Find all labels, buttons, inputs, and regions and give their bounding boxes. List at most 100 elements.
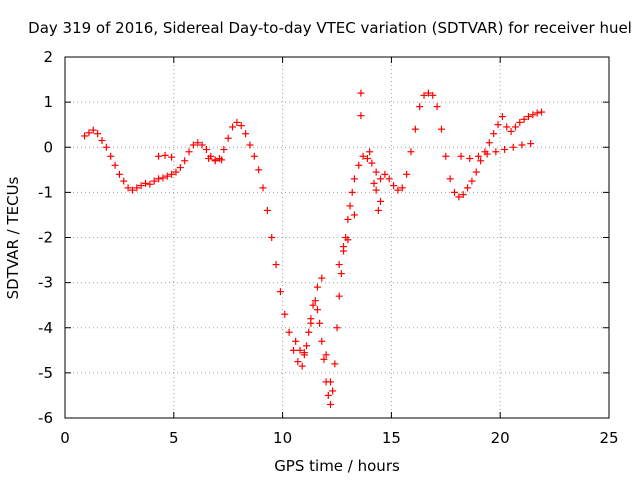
- data-point: [442, 152, 450, 160]
- data-point: [224, 134, 232, 142]
- data-point: [168, 153, 176, 161]
- data-point: [483, 150, 491, 158]
- data-point: [359, 152, 367, 160]
- data-point: [150, 177, 158, 185]
- data-point: [507, 127, 515, 135]
- data-point: [518, 141, 526, 149]
- data-point: [115, 170, 123, 178]
- data-point: [176, 164, 184, 172]
- data-point: [490, 130, 498, 138]
- data-point: [285, 328, 293, 336]
- data-point: [137, 182, 145, 190]
- chart-title: Day 319 of 2016, Sidereal Day-to-day VTE…: [28, 19, 632, 37]
- data-point: [527, 140, 535, 148]
- data-point: [181, 157, 189, 165]
- x-axis-label: GPS time / hours: [274, 457, 400, 475]
- data-point: [163, 172, 171, 180]
- data-point: [403, 170, 411, 178]
- x-tick-label: 15: [382, 429, 401, 447]
- y-tick-label: -4: [38, 319, 53, 337]
- data-point: [324, 391, 332, 399]
- data-point: [538, 108, 546, 116]
- data-point: [524, 113, 532, 121]
- y-tick-labels: 2 1 0 -1 -2 -3 -4 -5 -6: [38, 48, 53, 427]
- data-point: [81, 132, 89, 140]
- data-point: [429, 91, 437, 99]
- data-point: [111, 161, 119, 169]
- data-point: [198, 141, 206, 149]
- data-point: [155, 152, 163, 160]
- data-point: [242, 130, 250, 138]
- data-point: [202, 146, 210, 154]
- data-point: [272, 261, 280, 269]
- data-point: [344, 215, 352, 223]
- data-point: [218, 156, 226, 164]
- data-point: [329, 387, 337, 395]
- data-point: [363, 155, 371, 163]
- data-point: [529, 111, 537, 119]
- data-point: [263, 206, 271, 214]
- data-point: [294, 358, 302, 366]
- data-point: [372, 168, 380, 176]
- data-point: [366, 148, 374, 156]
- axis-ticks: [64, 56, 610, 419]
- data-point: [398, 184, 406, 192]
- data-point: [492, 148, 500, 156]
- y-tick-label: -1: [38, 183, 53, 201]
- data-point: [346, 202, 354, 210]
- data-point: [318, 337, 326, 345]
- y-tick-label: 0: [43, 138, 53, 156]
- data-point: [377, 175, 385, 183]
- data-point: [189, 141, 197, 149]
- data-point: [326, 378, 334, 386]
- y-tick-label: -6: [38, 409, 53, 427]
- data-point: [411, 125, 419, 133]
- data-point: [98, 136, 106, 144]
- data-point: [292, 337, 300, 345]
- y-tick-label: -3: [38, 274, 53, 292]
- data-point: [155, 175, 163, 183]
- data-point: [344, 236, 352, 244]
- data-point: [348, 188, 356, 196]
- data-point: [459, 191, 467, 199]
- data-point: [477, 157, 485, 165]
- y-tick-label: -5: [38, 364, 53, 382]
- data-point: [485, 139, 493, 147]
- data-point: [368, 159, 376, 167]
- data-point: [298, 362, 306, 370]
- data-point: [128, 186, 136, 194]
- data-point: [168, 170, 176, 178]
- data-point: [172, 168, 180, 176]
- data-point: [472, 168, 480, 176]
- x-tick-label: 25: [599, 429, 618, 447]
- data-point: [322, 351, 330, 359]
- data-point: [259, 184, 267, 192]
- data-point: [307, 319, 315, 327]
- data-point: [331, 360, 339, 368]
- data-point: [466, 155, 474, 163]
- data-markers: [81, 89, 546, 408]
- x-tick-label: 5: [169, 429, 179, 447]
- data-point: [309, 301, 317, 309]
- data-point: [455, 193, 463, 201]
- data-point: [311, 297, 319, 305]
- data-point: [424, 89, 432, 97]
- data-point: [316, 319, 324, 327]
- data-point: [381, 170, 389, 178]
- data-point: [102, 143, 110, 151]
- data-point: [205, 155, 213, 163]
- y-tick-label: 2: [43, 48, 53, 66]
- data-point: [142, 179, 150, 187]
- data-point: [320, 355, 328, 363]
- data-point: [385, 175, 393, 183]
- data-point: [335, 261, 343, 269]
- data-point: [503, 123, 511, 131]
- data-point: [498, 113, 506, 121]
- data-point: [357, 112, 365, 120]
- data-point: [318, 274, 326, 282]
- data-point: [520, 115, 528, 123]
- data-point: [305, 328, 313, 336]
- data-point: [416, 103, 424, 111]
- data-point: [337, 270, 345, 278]
